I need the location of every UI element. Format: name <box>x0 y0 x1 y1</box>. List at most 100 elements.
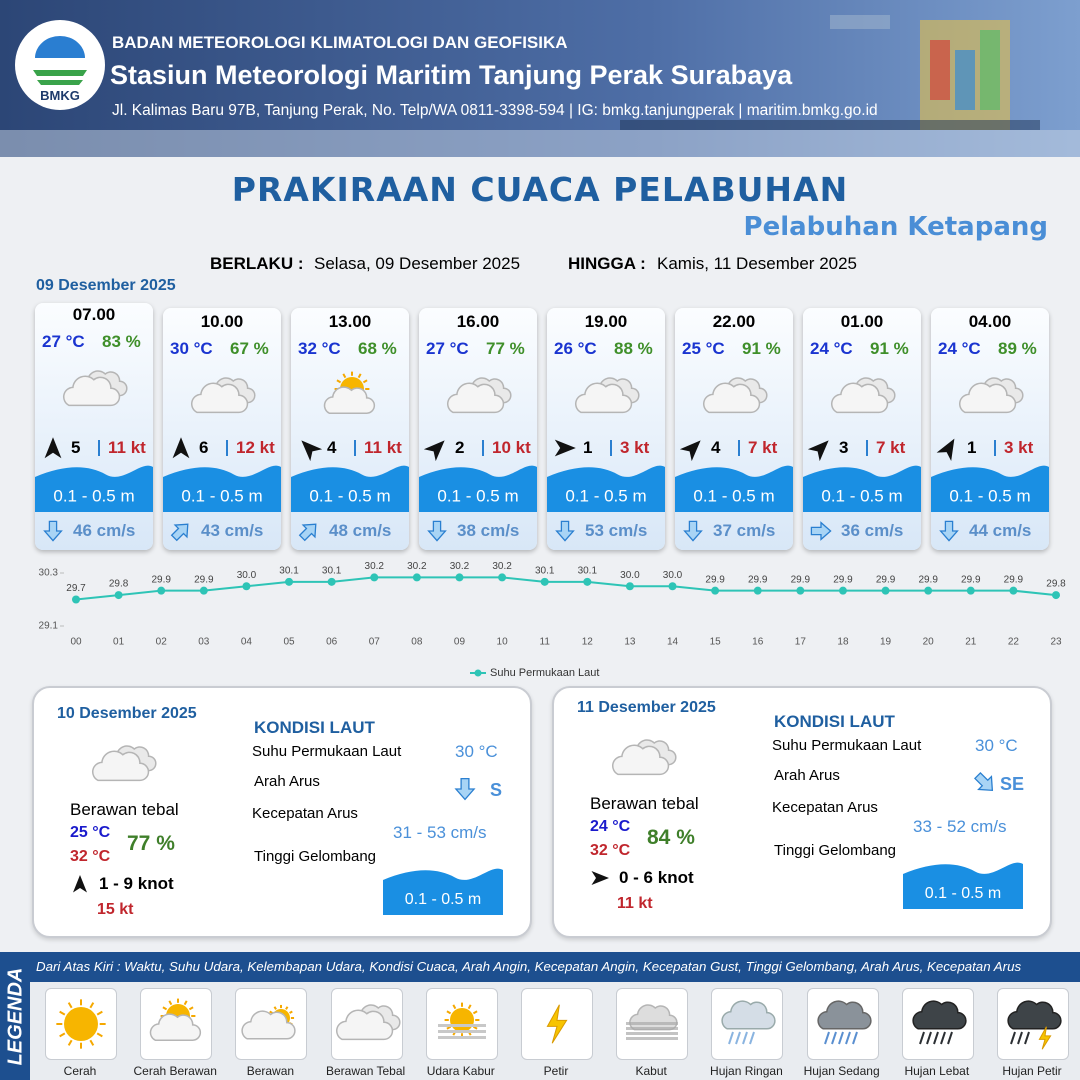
wave-shape <box>803 465 921 512</box>
weather-icon <box>816 1000 872 1045</box>
air-temp: 32 °C <box>298 339 341 358</box>
x-tick-label: 19 <box>880 637 892 648</box>
current-speed: 37 cm/s <box>713 521 776 540</box>
wind-range: 0 - 6 knot <box>619 868 694 887</box>
haze-band <box>437 1030 486 1033</box>
sst-point <box>753 586 762 595</box>
current-arrow <box>170 523 189 542</box>
legend-label: Hujan Ringan <box>710 1064 783 1078</box>
current-arrow <box>973 771 994 792</box>
gust: 7 kt <box>876 438 906 457</box>
cloud <box>721 1000 776 1030</box>
data-label: 29.8 <box>1046 579 1066 590</box>
weather-icon <box>958 377 1024 414</box>
legend-bar <box>0 952 1080 982</box>
legend-box <box>45 988 117 1060</box>
current-arrow-shape <box>683 520 703 542</box>
forecast-card: 16.00 27 °C 77 % 2 10 kt 0.1 - 0.5 m 38 cm/s <box>419 308 537 550</box>
cloud <box>611 744 670 776</box>
sea-label: Tinggi Gelombang <box>774 842 897 859</box>
cloud <box>830 382 889 414</box>
legend-entry: Suhu Permukaan Laut <box>490 667 599 679</box>
org-name: BADAN METEOROLOGI KLIMATOLOGI DAN GEOFIS… <box>112 33 568 52</box>
logo: BMKG <box>15 20 105 110</box>
sun-ray <box>67 1002 73 1009</box>
sst-point <box>285 577 294 586</box>
x-tick-label: 04 <box>241 637 253 648</box>
humidity: 84 % <box>647 826 695 849</box>
gust: 11 kt <box>108 438 146 457</box>
cloud <box>62 375 121 407</box>
current-arrow-shape <box>810 521 832 541</box>
haze-band <box>437 1024 486 1027</box>
weather-icon <box>56 999 106 1049</box>
gust: 7 kt <box>748 438 778 457</box>
weather-icon <box>721 1000 776 1045</box>
wave-shape <box>383 868 503 915</box>
time: 22.00 <box>712 312 756 331</box>
rain <box>830 1031 837 1045</box>
sst-point <box>498 573 507 582</box>
rain <box>932 1031 939 1045</box>
fog-band <box>626 1037 679 1040</box>
sea-heading: KONDISI LAUT <box>774 712 895 731</box>
wave: 0.1 - 0.5 m <box>803 465 921 512</box>
wind-arrow-shape <box>679 440 701 462</box>
legend-box <box>997 988 1069 1060</box>
current-arrow-shape <box>427 520 447 542</box>
weather-icon <box>830 377 896 414</box>
legend-label: Cerah <box>63 1064 97 1078</box>
cloud <box>241 1010 296 1040</box>
from-label: BERLAKU : <box>210 254 304 273</box>
x-tick-label: 13 <box>624 637 636 648</box>
cloud <box>912 1000 967 1030</box>
air-temp: 24 °C <box>938 339 981 358</box>
data-label: 30.0 <box>237 570 257 581</box>
wind-arrow <box>936 438 955 462</box>
data-label: 29.9 <box>705 574 725 585</box>
fog-band <box>626 1022 679 1025</box>
humidity: 68 % <box>358 339 397 358</box>
sst-line <box>75 576 1057 601</box>
weather-icon <box>446 377 512 414</box>
current-speed: 36 cm/s <box>841 521 904 540</box>
legend-box <box>235 988 308 1060</box>
sun-ray <box>446 1010 451 1015</box>
wave-height: 0.1 - 0.5 m <box>821 486 902 505</box>
sst-point <box>796 586 805 595</box>
x-tick-label: 21 <box>965 637 977 648</box>
sst-point <box>583 577 592 586</box>
legend-title: LEGENDA <box>4 967 27 1066</box>
address: Jl. Kalimas Baru 97B, Tanjung Perak, No.… <box>112 102 878 119</box>
header-banner: BMKG BADAN METEOROLOGI KLIMATOLOGI DAN G… <box>0 0 1080 157</box>
logo-mark <box>33 36 87 85</box>
legend-box <box>425 988 498 1060</box>
cloud <box>91 750 150 782</box>
current-arrow-shape <box>298 523 317 542</box>
sun-ray <box>357 373 362 379</box>
data-label: 30.1 <box>279 565 299 576</box>
data-label: 29.9 <box>1004 574 1024 585</box>
current-speed: 43 cm/s <box>201 521 264 540</box>
current-arrow <box>43 520 63 542</box>
current-arrow <box>810 521 832 541</box>
current-arrow-shape <box>170 523 189 542</box>
data-label: 29.9 <box>194 574 214 585</box>
legend-strip <box>0 952 30 1080</box>
temp-min: 25 °C <box>70 824 111 841</box>
time: 07.00 <box>72 305 116 324</box>
cloud <box>702 382 761 414</box>
current-arrow <box>454 777 476 801</box>
x-tick-label: 00 <box>70 637 82 648</box>
logo-text: BMKG <box>40 88 80 103</box>
wave: 0.1 - 0.5 m <box>675 465 793 512</box>
legend-box <box>711 988 784 1060</box>
sun-ray <box>336 379 342 384</box>
sst-point <box>327 577 336 586</box>
legend-box <box>901 988 974 1060</box>
temp-max: 32 °C <box>70 848 111 865</box>
time: 10.00 <box>200 312 244 331</box>
data-label: 30.2 <box>407 561 427 572</box>
rain <box>946 1031 953 1045</box>
